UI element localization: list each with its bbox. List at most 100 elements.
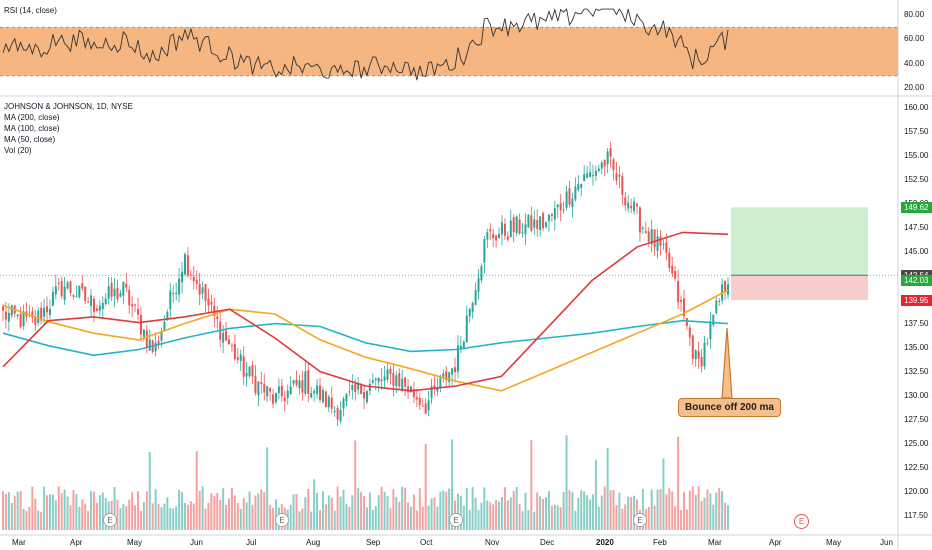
volume-bar xyxy=(16,491,19,530)
volume-bar xyxy=(545,497,548,530)
candle-body xyxy=(92,298,95,312)
volume-bar xyxy=(456,493,459,530)
candle-body xyxy=(163,321,166,332)
earnings-marker-future[interactable]: E xyxy=(794,514,809,529)
volume-bar xyxy=(612,489,615,530)
volume-bar xyxy=(95,502,98,530)
volume-bar xyxy=(380,486,383,530)
candle-body xyxy=(545,222,548,227)
candle-body xyxy=(22,311,25,327)
price-tick-label: 135.00 xyxy=(904,342,929,352)
candle-body xyxy=(169,290,172,310)
volume-bar xyxy=(462,505,465,530)
candle-body xyxy=(40,307,43,321)
volume-bar xyxy=(442,490,445,530)
volume-bar xyxy=(333,510,336,530)
candle-body xyxy=(228,339,231,344)
candle-body xyxy=(360,385,363,394)
candle-body xyxy=(506,236,509,240)
symbol-title: JOHNSON & JOHNSON, 1D, NYSE xyxy=(4,102,133,111)
candle-body xyxy=(81,283,84,289)
candle-body xyxy=(474,290,477,305)
candle-body xyxy=(439,377,442,388)
candle-body xyxy=(374,378,377,381)
volume-bar xyxy=(409,506,412,530)
earnings-marker-label: E xyxy=(107,516,112,525)
candle-body xyxy=(178,278,181,295)
volume-bar xyxy=(721,491,724,530)
volume-bar xyxy=(550,505,553,530)
earnings-marker-label: E xyxy=(637,516,642,525)
candle-body xyxy=(486,232,489,240)
candle-body xyxy=(98,305,101,311)
time-tick-label: Apr xyxy=(70,538,83,547)
candle-body xyxy=(137,308,140,315)
volume-bar xyxy=(365,507,368,530)
candle-body xyxy=(125,283,128,288)
bounce-callout: Bounce off 200 ma xyxy=(678,398,781,417)
candle-body xyxy=(562,209,565,211)
volume-bar xyxy=(46,495,49,530)
volume-bar xyxy=(500,496,503,530)
candle-body xyxy=(630,205,633,209)
volume-bar xyxy=(404,487,407,530)
volume-bar xyxy=(319,510,322,530)
candle-body xyxy=(492,234,495,239)
volume-bar xyxy=(137,491,140,530)
candle-body xyxy=(662,243,665,245)
volume-bar xyxy=(351,495,354,530)
earnings-marker: E xyxy=(275,513,289,527)
volume-bar xyxy=(87,510,90,530)
price-tick-label: 147.50 xyxy=(904,222,929,232)
volume-bar xyxy=(527,509,530,530)
candle-body xyxy=(4,311,7,320)
candle-body xyxy=(597,168,600,172)
volume-bar xyxy=(163,503,166,530)
volume-bar xyxy=(712,504,715,530)
candle-body xyxy=(500,222,503,235)
candle-body xyxy=(700,357,703,367)
volume-bar xyxy=(468,509,471,530)
volume-bar xyxy=(503,487,506,530)
volume-bar xyxy=(222,488,225,530)
volume-bar xyxy=(415,510,418,530)
volume-bar xyxy=(304,497,307,530)
earnings-marker-label: E xyxy=(279,516,284,525)
volume-bar xyxy=(25,510,28,530)
volume-bar xyxy=(166,497,169,530)
candle-body xyxy=(207,298,210,306)
volume-bar xyxy=(292,494,295,530)
price-tick-label: 132.50 xyxy=(904,366,929,376)
candle-body xyxy=(75,296,78,298)
volume-bar xyxy=(69,505,72,530)
volume-bar xyxy=(151,503,154,530)
earnings-marker-circle xyxy=(275,513,289,527)
volume-bar xyxy=(709,493,712,530)
volume-bar xyxy=(597,506,600,530)
earnings-marker-circle xyxy=(449,513,463,527)
volume-bar xyxy=(603,486,606,530)
volume-bar xyxy=(547,491,550,530)
volume-bar xyxy=(51,494,54,530)
volume-bar xyxy=(321,491,324,530)
candle-body xyxy=(90,295,93,306)
volume-bar xyxy=(512,490,515,530)
volume-bar xyxy=(257,493,260,530)
volume-bar xyxy=(2,491,4,530)
candle-body xyxy=(260,382,263,385)
volume-bar xyxy=(354,440,357,530)
volume-bar xyxy=(272,507,275,530)
volume-bar xyxy=(90,491,93,530)
candle-body xyxy=(383,376,386,381)
candle-body xyxy=(43,307,46,317)
candle-body xyxy=(175,293,178,295)
volume-bar xyxy=(556,505,559,530)
volume-bar xyxy=(389,508,392,530)
candle-body xyxy=(327,396,330,408)
volume-bar xyxy=(169,508,172,530)
volume-bar xyxy=(536,492,539,530)
volume-bar xyxy=(539,496,542,530)
volume-bar xyxy=(653,505,656,530)
callout-pointer xyxy=(721,327,733,399)
